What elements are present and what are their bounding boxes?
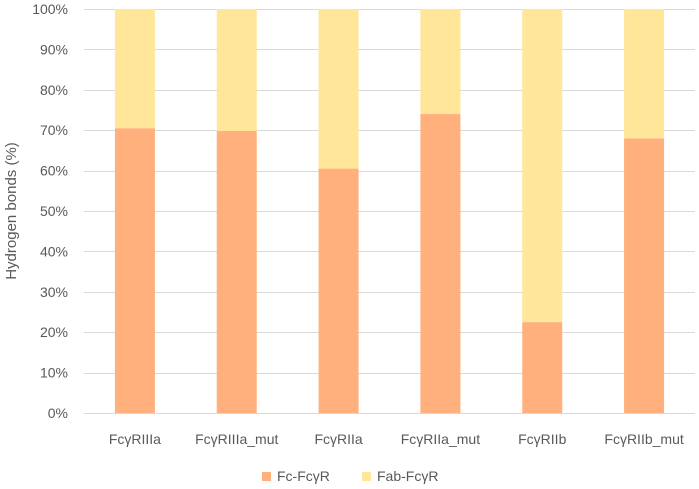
- y-tick-label: 100%: [32, 1, 68, 17]
- gridlines: [84, 9, 695, 414]
- y-tick-label: 80%: [40, 82, 68, 98]
- bar-fab-fcgr: [216, 9, 257, 132]
- y-tick-label: 40%: [40, 243, 68, 259]
- x-tick-label: FcγRIIb_mut: [604, 431, 683, 447]
- legend-swatch: [362, 472, 371, 481]
- y-axis-ticks: 0% 10% 20% 30% 40% 50% 60% 70% 80% 90% 100%: [32, 1, 68, 421]
- x-axis-ticks: FcγRIIIa FcγRIIIa_mut FcγRIIa FcγRIIa_mut Fc…: [109, 431, 684, 447]
- bars: [114, 9, 665, 413]
- legend-label: Fc-FcγR: [277, 468, 330, 484]
- y-tick-label: 0%: [48, 405, 68, 421]
- y-tick-label: 60%: [40, 163, 68, 179]
- y-tick-label: 30%: [40, 284, 68, 300]
- bar-fc-fcgr: [624, 138, 665, 413]
- bar-fc-fcgr: [420, 114, 461, 413]
- bar-fc-fcgr: [114, 128, 155, 413]
- bar-fc-fcgr: [318, 168, 359, 413]
- bar-fab-fcgr: [420, 9, 461, 115]
- x-tick-label: FcγRIIIa_mut: [195, 431, 278, 447]
- bar-fab-fcgr: [624, 9, 665, 139]
- legend: Fc-FcγR Fab-FcγR: [262, 468, 438, 484]
- y-tick-label: 90%: [40, 41, 68, 57]
- x-tick-label: FcγRIIa_mut: [401, 431, 480, 447]
- y-tick-label: 10%: [40, 365, 68, 381]
- x-tick-label: FcγRIIa: [314, 431, 362, 447]
- y-axis-title: Hydrogen bonds (%): [3, 142, 20, 280]
- y-tick-label: 50%: [40, 203, 68, 219]
- bar-fc-fcgr: [216, 131, 257, 413]
- y-tick-label: 70%: [40, 122, 68, 138]
- y-tick-label: 20%: [40, 324, 68, 340]
- bar-fab-fcgr: [114, 9, 155, 129]
- x-tick-label: FcγRIIIa: [109, 431, 161, 447]
- legend-label: Fab-FcγR: [377, 468, 438, 484]
- x-tick-label: FcγRIIb: [518, 431, 566, 447]
- bar-fc-fcgr: [522, 322, 563, 413]
- legend-swatch: [262, 472, 271, 481]
- bar-fab-fcgr: [522, 9, 563, 323]
- bar-fab-fcgr: [318, 9, 359, 169]
